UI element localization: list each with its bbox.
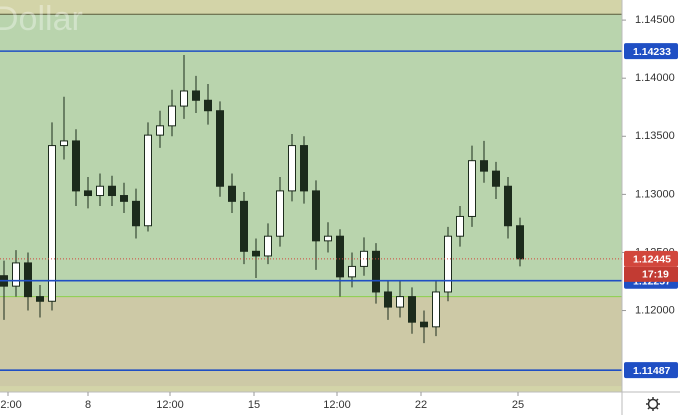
- candle-body: [324, 235, 332, 242]
- candle-body: [156, 125, 164, 136]
- candle-body: [144, 134, 152, 227]
- candle-body: [204, 99, 212, 112]
- gear-teeth: [646, 397, 660, 411]
- candle-body: [480, 160, 488, 172]
- candle-body: [180, 90, 188, 107]
- candle-body: [24, 262, 32, 298]
- candle-body: [72, 140, 80, 192]
- candle-body: [492, 170, 500, 187]
- y-tick-label: 1.13500: [635, 130, 675, 142]
- candle-body: [276, 190, 284, 237]
- candle-body: [312, 190, 320, 242]
- gear: [647, 398, 659, 410]
- level-tag: [624, 362, 678, 379]
- y-tick-label: 1.12000: [635, 304, 675, 316]
- countdown-label: 17:19: [642, 269, 669, 281]
- candle-body: [240, 200, 248, 252]
- candle-body: [216, 110, 224, 187]
- x-tick-label: 22: [415, 399, 427, 411]
- candle-body: [252, 250, 260, 257]
- candle-body: [132, 200, 140, 227]
- candle-body: [348, 265, 356, 278]
- candle-body: [192, 90, 200, 101]
- candle-body: [60, 140, 68, 147]
- candle-body: [408, 296, 416, 323]
- candle-body: [12, 262, 20, 287]
- candle-body: [228, 185, 236, 202]
- candle-body: [108, 185, 116, 197]
- zone: [0, 14, 622, 297]
- x-tick-label: 15: [248, 399, 260, 411]
- level-tag: [624, 43, 678, 60]
- x-tick-label: 12:00: [323, 399, 351, 411]
- candle-body: [288, 145, 296, 192]
- candle-body: [96, 185, 104, 197]
- y-tick-label: 1.14500: [635, 14, 675, 26]
- level-tag-label: 1.11487: [633, 365, 671, 377]
- watermark: Dollar: [0, 0, 83, 38]
- candle-body: [168, 105, 176, 127]
- y-tick-label: 1.13000: [635, 188, 675, 200]
- x-tick-label: 12:00: [156, 399, 184, 411]
- candle-body: [504, 185, 512, 227]
- candle-body: [516, 225, 524, 260]
- candle-body: [444, 235, 452, 293]
- candle-body: [456, 215, 464, 237]
- candle-body: [300, 145, 308, 192]
- candle-body: [432, 291, 440, 328]
- candle-body: [384, 291, 392, 308]
- zone: [0, 296, 622, 387]
- level-tag-label: 1.14233: [633, 46, 671, 58]
- x-tick-label: 8: [85, 399, 91, 411]
- x-tick-label: 25: [512, 399, 524, 411]
- candle-body: [468, 160, 476, 217]
- candle-body: [48, 145, 56, 302]
- candle-body: [264, 235, 272, 257]
- y-tick-label: 1.14000: [635, 72, 675, 84]
- candle-body: [84, 190, 92, 197]
- candle-body: [336, 235, 344, 278]
- price-tag: [624, 250, 678, 267]
- candle-body: [420, 321, 428, 328]
- x-tick-label: 12:00: [0, 399, 22, 411]
- price-tag-label: 1.12445: [633, 254, 671, 266]
- candle-body: [36, 296, 44, 302]
- countdown-tag: [624, 266, 678, 282]
- settings-icon[interactable]: [646, 397, 660, 411]
- candle-body: [396, 296, 404, 308]
- candle-body: [120, 195, 128, 202]
- candle-body: [372, 250, 380, 293]
